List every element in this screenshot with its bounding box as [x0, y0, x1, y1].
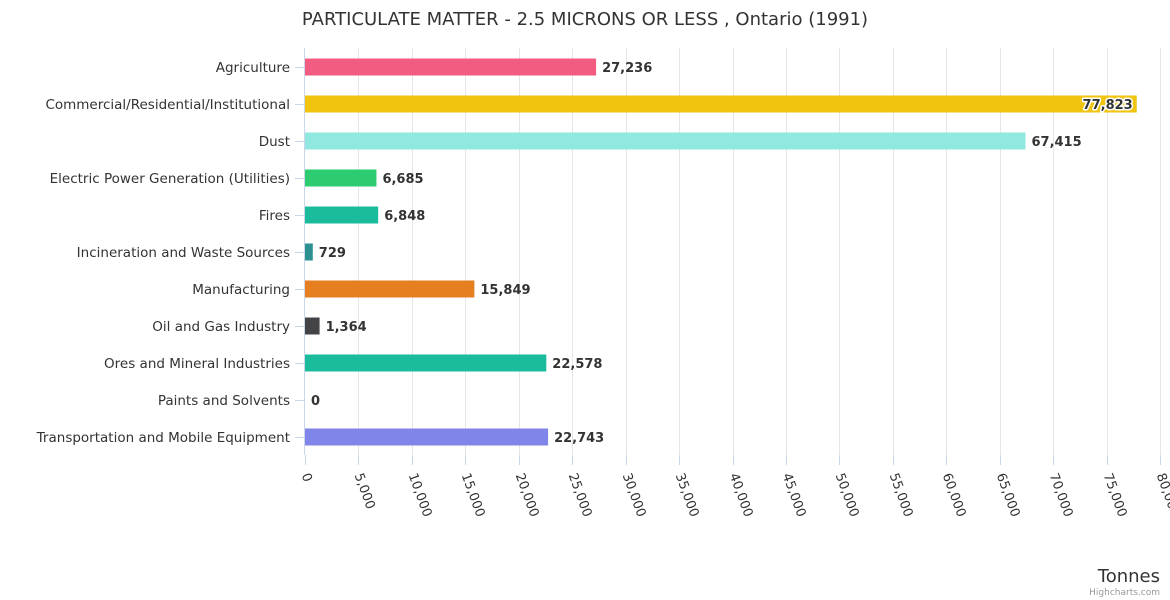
data-label: 15,849 — [480, 283, 530, 298]
bar[interactable] — [305, 132, 1026, 150]
category-label: Electric Power Generation (Utilities) — [50, 171, 290, 187]
value-tick-label: 40,000 — [726, 471, 756, 519]
bar[interactable] — [305, 280, 475, 298]
data-label: 1,364 — [326, 320, 367, 335]
bar[interactable] — [305, 95, 1137, 113]
data-label: 6,685 — [382, 172, 423, 187]
category-label: Incineration and Waste Sources — [77, 245, 290, 261]
data-label: 67,415 — [1031, 135, 1081, 150]
bar[interactable] — [305, 58, 597, 76]
data-label: 77,823 — [1083, 98, 1133, 113]
data-labels: 27,236 77,823 67,415 6,685 6,848 729 15,849 1,3… — [311, 61, 1134, 446]
value-tick-label: 70,000 — [1046, 471, 1076, 519]
data-label: 22,578 — [552, 357, 602, 372]
value-tick-label: 65,000 — [993, 471, 1023, 519]
category-label: Manufacturing — [192, 282, 290, 298]
data-label: 6,848 — [384, 209, 425, 224]
category-label: Oil and Gas Industry — [152, 319, 290, 335]
bar[interactable] — [305, 354, 547, 372]
value-tick-label: 45,000 — [779, 471, 809, 519]
value-axis-title: Tonnes — [1097, 566, 1160, 587]
value-tick-label: 75,000 — [1100, 471, 1130, 519]
bar[interactable] — [305, 428, 549, 446]
category-label: Transportation and Mobile Equipment — [36, 430, 290, 446]
value-tick-label: 55,000 — [886, 471, 916, 519]
category-label: Fires — [259, 208, 290, 224]
data-label: 0 — [311, 394, 320, 409]
category-label: Commercial/Residential/Institutional — [45, 97, 290, 113]
value-tick-label: 25,000 — [565, 471, 595, 519]
data-label: 27,236 — [602, 61, 652, 76]
category-label: Paints and Solvents — [158, 393, 290, 409]
value-tick-label: 60,000 — [939, 471, 969, 519]
value-tick-label: 80,000 — [1153, 471, 1170, 519]
data-label: 729 — [319, 246, 346, 261]
category-label: Agriculture — [216, 60, 290, 76]
category-label: Ores and Mineral Industries — [104, 356, 290, 372]
value-tick-label: 10,000 — [405, 471, 435, 519]
value-tick-label: 5,000 — [351, 471, 378, 511]
value-tick-label: 15,000 — [458, 471, 488, 519]
chart-title: PARTICULATE MATTER - 2.5 MICRONS OR LESS… — [302, 9, 868, 30]
value-tick-label: 20,000 — [512, 471, 542, 519]
data-label: 22,743 — [554, 431, 604, 446]
bars — [305, 58, 1137, 446]
category-label: Dust — [259, 134, 290, 150]
value-tick-label: 30,000 — [619, 471, 649, 519]
value-tick-label: 50,000 — [832, 471, 862, 519]
value-tick-label: 0 — [298, 471, 315, 484]
grid-lines — [358, 48, 1161, 455]
bar[interactable] — [305, 317, 320, 335]
credits-link[interactable]: Highcharts.com — [1089, 588, 1160, 598]
category-axis: Agriculture Commercial/Residential/Instit… — [36, 48, 305, 455]
value-tick-label: 35,000 — [672, 471, 702, 519]
bar[interactable] — [305, 169, 377, 187]
bar[interactable] — [305, 206, 379, 224]
value-axis: 0 5,000 10,000 15,000 20,000 25,000 30,000 35,0… — [298, 455, 1170, 519]
bar[interactable] — [305, 243, 313, 261]
